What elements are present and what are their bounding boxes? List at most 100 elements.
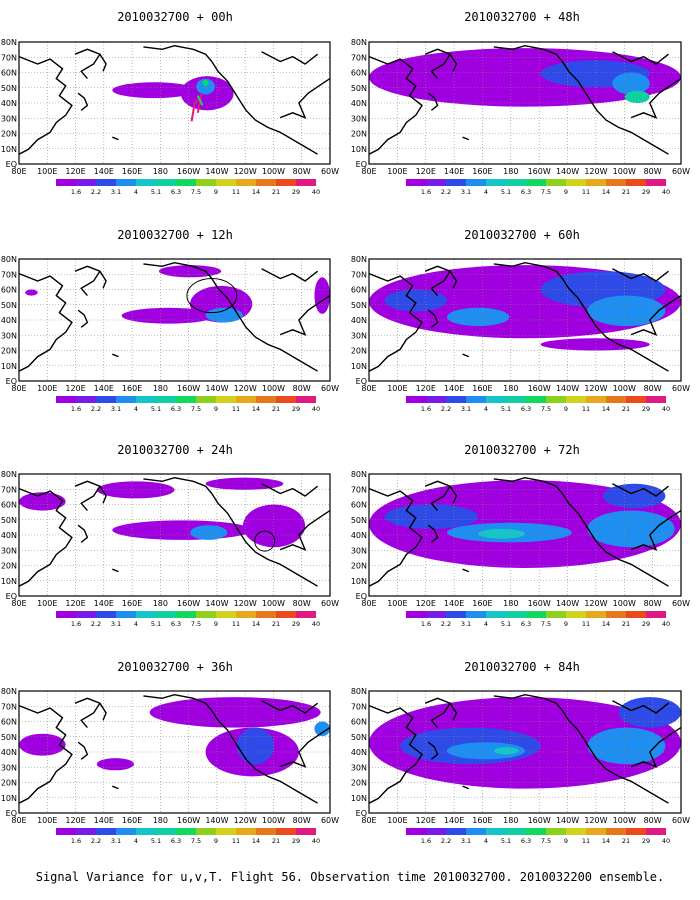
coastline <box>99 53 107 72</box>
lon-label: 180 <box>503 599 518 608</box>
colorbar-swatch <box>176 179 196 186</box>
lon-label: 120W <box>584 384 607 393</box>
coastline <box>261 483 319 497</box>
lon-label: 100E <box>387 816 407 825</box>
colorbar-label: 29 <box>642 837 650 845</box>
lat-label: 10N <box>351 145 367 154</box>
coastline <box>279 78 330 119</box>
colorbar-swatch <box>526 396 546 403</box>
colorbar-swatch <box>196 828 216 835</box>
colorbar-label: 9 <box>564 188 568 196</box>
colorbar-label: 9 <box>214 620 218 628</box>
colorbar-swatch <box>236 828 256 835</box>
contour-circle <box>186 278 238 314</box>
colorbar-label: 6.3 <box>521 405 531 413</box>
lon-label: 60W <box>672 384 690 393</box>
coastline <box>279 295 330 336</box>
colorbar-swatch <box>256 828 276 835</box>
panel-00h: 2010032700 + 00h 80N 70N 60N 50N 40N 30N 20N 10… <box>0 0 350 220</box>
variance-region <box>384 289 447 312</box>
colorbar-label: 3.1 <box>111 405 121 413</box>
colorbar-label: 40 <box>312 188 320 196</box>
lon-label: 120E <box>65 167 85 176</box>
colorbar-label: 3.1 <box>461 837 471 845</box>
colorbar-label: 4 <box>134 620 138 628</box>
lat-label: 30N <box>1 331 17 340</box>
lon-label: 160W <box>528 599 551 608</box>
lon-label: 100W <box>613 167 636 176</box>
coastline <box>427 92 439 111</box>
colorbar-swatch <box>506 179 526 186</box>
lon-label: 140E <box>94 599 114 608</box>
colorbar-label: 3.1 <box>461 188 471 196</box>
coastline <box>77 524 89 543</box>
colorbar-swatch <box>446 179 466 186</box>
coastline <box>630 78 681 119</box>
coastline <box>630 510 681 551</box>
colorbar-swatch <box>176 828 196 835</box>
variance-region <box>205 477 284 490</box>
lon-label: 140W <box>556 816 579 825</box>
colorbar-swatch <box>606 396 626 403</box>
lon-label: 120W <box>584 599 607 608</box>
map-area <box>19 691 330 813</box>
colorbar-swatch <box>196 611 216 618</box>
colorbar-swatch <box>506 611 526 618</box>
colorbar-swatch <box>196 179 216 186</box>
lon-label: 140E <box>94 384 114 393</box>
colorbar-label: 3.1 <box>111 837 121 845</box>
colorbar-swatch <box>136 396 156 403</box>
lon-label: 160W <box>528 167 551 176</box>
colorbar-swatch <box>276 828 296 835</box>
lat-label: 10N <box>351 362 367 371</box>
figure-caption: Signal Variance for u,v,T. Flight 56. Ob… <box>35 870 665 884</box>
colorbar-swatch <box>406 179 426 186</box>
lat-label: 20N <box>1 130 17 139</box>
lat-label: 30N <box>1 546 17 555</box>
colorbar-swatch <box>546 828 566 835</box>
lat-label: 70N <box>351 485 367 494</box>
flight-track <box>196 95 204 106</box>
coastline <box>493 693 563 711</box>
panel-48h: 2010032700 + 48h 80N 70N 60N 50N 40N 30N 20N 10… <box>350 0 700 220</box>
coastline <box>424 480 452 512</box>
lon-label: 80W <box>293 599 311 608</box>
variance-region <box>478 528 525 539</box>
colorbar-label: 4 <box>134 405 138 413</box>
lat-label: 10N <box>1 577 17 586</box>
lon-label: 80W <box>644 167 662 176</box>
lat-label: EQ <box>356 377 367 386</box>
panel-title: 2010032700 + 60h <box>464 228 580 242</box>
colorbar-swatch <box>296 611 316 618</box>
lat-label: 70N <box>351 53 367 62</box>
lon-label: 120E <box>416 167 436 176</box>
lon-label: 160W <box>528 816 551 825</box>
panel-title: 2010032700 + 48h <box>464 10 580 24</box>
colorbar-label: 4 <box>484 620 488 628</box>
lat-label: 50N <box>351 733 367 742</box>
panel-60h: 2010032700 + 60h 80N 70N 60N 50N 40N 30N 20N 10… <box>350 220 700 440</box>
lat-label: EQ <box>356 160 367 169</box>
colorbar-swatch <box>586 611 606 618</box>
variance-region <box>19 733 66 756</box>
lat-label: 50N <box>351 84 367 93</box>
colorbar-label: 2.2 <box>91 188 101 196</box>
variance-region <box>25 289 38 296</box>
variance-region <box>190 525 228 540</box>
colorbar-label: 2.2 <box>441 837 451 845</box>
colorbar-label: 6.3 <box>171 405 181 413</box>
colorbar-label: 2.2 <box>441 405 451 413</box>
lon-label: 160E <box>472 167 492 176</box>
colorbar-swatch <box>96 828 116 835</box>
colorbar-swatch <box>56 828 76 835</box>
coastline <box>261 51 319 65</box>
colorbar-label: 1.6 <box>421 620 431 628</box>
lat-label: 10N <box>351 577 367 586</box>
variance-region <box>493 747 519 755</box>
map-frame <box>18 690 331 814</box>
lon-label: 180 <box>153 384 168 393</box>
lat-label: 80N <box>1 687 17 696</box>
variance-region <box>384 504 479 529</box>
colorbar-label: 7.5 <box>191 188 201 196</box>
lon-label: 100W <box>262 167 285 176</box>
